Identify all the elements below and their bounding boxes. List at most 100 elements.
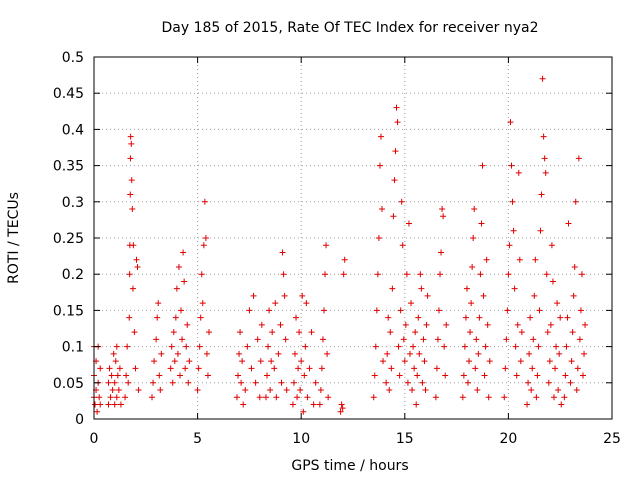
data-point xyxy=(268,358,275,365)
data-point xyxy=(237,329,244,336)
data-point xyxy=(459,394,466,401)
data-point xyxy=(339,405,346,412)
data-point xyxy=(416,350,423,357)
data-point xyxy=(403,271,410,278)
data-point xyxy=(533,394,540,401)
data-point xyxy=(248,365,255,372)
data-point xyxy=(402,321,409,328)
data-point xyxy=(538,191,545,198)
grid xyxy=(94,57,612,419)
data-point xyxy=(156,372,163,379)
data-point xyxy=(435,307,442,314)
data-point xyxy=(467,329,474,336)
data-point xyxy=(105,401,112,408)
x-tick-label: 15 xyxy=(396,431,414,447)
data-point xyxy=(135,387,142,394)
data-point xyxy=(299,292,306,299)
data-point xyxy=(563,343,570,350)
data-point xyxy=(575,155,582,162)
data-point xyxy=(340,271,347,278)
data-point xyxy=(424,292,431,299)
data-point xyxy=(277,321,284,328)
data-point xyxy=(536,307,543,314)
data-point xyxy=(432,394,439,401)
data-point xyxy=(573,387,580,394)
data-point xyxy=(151,358,158,365)
data-point xyxy=(460,372,467,379)
data-point xyxy=(419,379,426,386)
data-point xyxy=(250,292,257,299)
data-point xyxy=(96,394,103,401)
data-point xyxy=(127,191,134,198)
x-tick-labels: 0 5 10 15 20 25 xyxy=(90,431,621,447)
data-point xyxy=(477,271,484,278)
data-point xyxy=(111,401,118,408)
data-point xyxy=(549,278,556,285)
data-point xyxy=(289,401,296,408)
data-point xyxy=(388,365,395,372)
data-point xyxy=(304,394,311,401)
data-point xyxy=(472,365,479,372)
y-tick-label: 0.05 xyxy=(53,376,84,392)
data-point xyxy=(170,329,177,336)
data-point xyxy=(185,379,192,386)
x-tick-label: 0 xyxy=(90,431,99,447)
data-point xyxy=(433,365,440,372)
data-point xyxy=(272,300,279,307)
data-point xyxy=(322,271,329,278)
data-point xyxy=(257,358,264,365)
data-point xyxy=(517,358,524,365)
data-point xyxy=(394,119,401,126)
x-tick-label: 25 xyxy=(603,431,621,447)
data-point xyxy=(526,350,533,357)
data-point xyxy=(300,408,307,415)
data-point xyxy=(513,372,520,379)
data-point xyxy=(154,314,161,321)
data-point xyxy=(384,350,391,357)
data-point xyxy=(264,372,271,379)
data-point xyxy=(466,358,473,365)
data-point xyxy=(441,343,448,350)
data-point xyxy=(527,314,534,321)
data-point xyxy=(129,285,136,292)
data-point xyxy=(567,379,574,386)
data-point xyxy=(564,314,571,321)
data-point xyxy=(153,336,160,343)
data-point xyxy=(204,372,211,379)
data-point xyxy=(530,336,537,343)
data-point xyxy=(179,336,186,343)
data-point xyxy=(543,271,550,278)
data-point xyxy=(558,401,565,408)
data-point xyxy=(577,307,584,314)
data-point xyxy=(439,206,446,213)
data-point xyxy=(475,350,482,357)
data-point xyxy=(122,394,129,401)
data-point xyxy=(469,263,476,270)
data-point xyxy=(194,387,201,394)
y-tick-label: 0.25 xyxy=(53,231,84,247)
data-point xyxy=(205,329,212,336)
data-point xyxy=(409,387,416,394)
data-point xyxy=(198,271,205,278)
data-point xyxy=(97,365,104,372)
data-point xyxy=(478,220,485,227)
data-point xyxy=(168,343,175,350)
data-point xyxy=(504,307,511,314)
data-point xyxy=(301,372,308,379)
data-point xyxy=(196,343,203,350)
data-point xyxy=(570,292,577,299)
data-point xyxy=(544,329,551,336)
data-point xyxy=(554,300,561,307)
data-point xyxy=(480,292,487,299)
data-point xyxy=(124,343,131,350)
data-point xyxy=(505,271,512,278)
data-point xyxy=(397,307,404,314)
data-point xyxy=(111,379,118,386)
data-point xyxy=(180,249,187,256)
data-point xyxy=(238,379,245,386)
data-point xyxy=(372,343,379,350)
data-point xyxy=(405,220,412,227)
data-point xyxy=(294,394,301,401)
data-point xyxy=(110,350,117,357)
